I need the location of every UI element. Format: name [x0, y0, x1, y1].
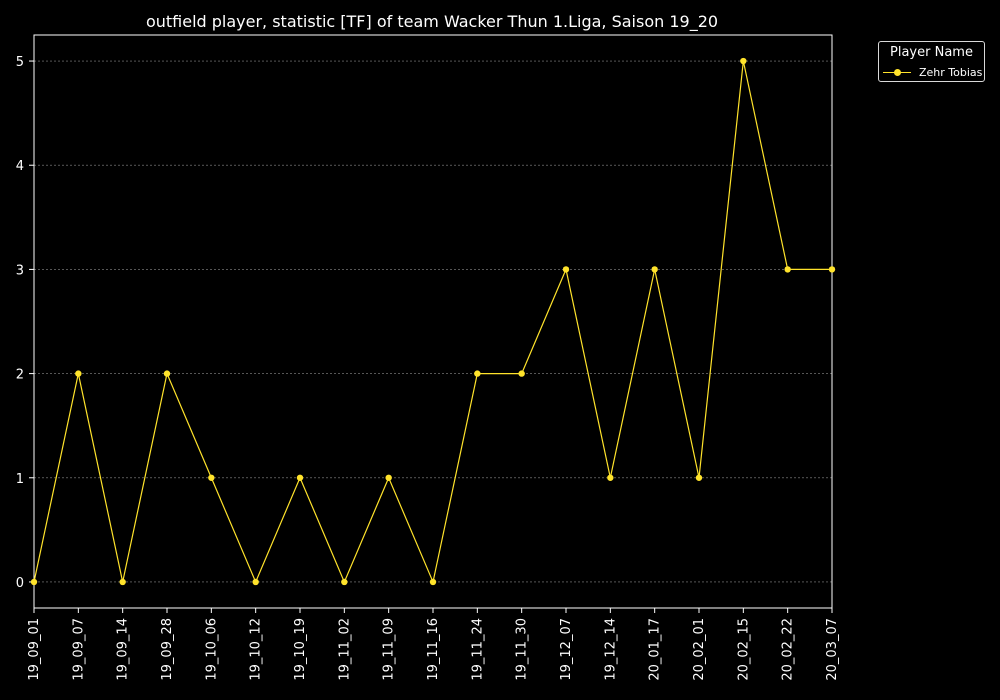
- x-tick-label: 19_09_07: [71, 618, 86, 681]
- data-point: [252, 578, 259, 586]
- data-point: [828, 266, 836, 273]
- gridlines: [34, 60, 832, 583]
- data-point: [30, 578, 38, 586]
- legend-marker-swatch: [894, 69, 901, 76]
- x-tick-label: 19_10_12: [249, 618, 264, 681]
- series-layer: [30, 57, 836, 586]
- data-point: [385, 474, 392, 481]
- series-line: [33, 60, 832, 584]
- data-point: [784, 266, 791, 273]
- data-point: [119, 578, 126, 586]
- y-tick-label: 1: [16, 472, 24, 487]
- y-tick-label: 4: [16, 159, 24, 174]
- x-tick-label: 20_02_01: [692, 618, 707, 681]
- y-tick-label: 2: [16, 368, 24, 383]
- x-tick-label: 19_11_24: [470, 618, 485, 681]
- data-point: [607, 474, 614, 481]
- x-tick-label: 19_09_14: [116, 618, 131, 681]
- data-point: [429, 578, 437, 586]
- x-tick-label: 19_12_07: [559, 618, 574, 681]
- x-tick-label: 19_11_02: [337, 618, 352, 681]
- y-tick-label: 3: [16, 263, 24, 278]
- x-tick-label: 19_09_28: [160, 618, 175, 681]
- legend-label: Zehr Tobias: [919, 66, 983, 79]
- y-tick-label: 5: [16, 55, 24, 70]
- x-tick-label: 19_09_01: [27, 618, 42, 681]
- plot-frame: [33, 34, 833, 609]
- x-tick-label: 19_11_09: [382, 618, 397, 681]
- x-tick-label: 19_11_30: [515, 618, 530, 681]
- x-tick-label: 20_02_22: [781, 618, 796, 681]
- x-tick-label: 20_02_15: [736, 618, 751, 681]
- x-tick-label: 19_12_14: [603, 618, 618, 681]
- data-point: [296, 474, 304, 481]
- chart-title: outfield player, statistic [TF] of team …: [146, 12, 718, 32]
- axes: [33, 34, 833, 609]
- x-tick-label: 19_11_16: [426, 618, 441, 681]
- x-axis-ticks: 19_09_01 19_09_07 19_09_14 19_09_28 19_10_06…: [27, 608, 840, 681]
- data-point: [341, 578, 348, 586]
- legend-title: Player Name: [890, 45, 973, 60]
- data-point: [208, 474, 215, 481]
- x-tick-label: 19_10_06: [204, 618, 219, 681]
- data-point: [562, 266, 570, 273]
- data-point: [740, 57, 747, 65]
- legend: Player Name Zehr Tobias: [878, 41, 985, 82]
- y-axis-ticks: 0 1 2 3 4 5: [16, 55, 34, 591]
- legend-item-zehr-tobias: Zehr Tobias: [883, 66, 983, 80]
- data-point: [518, 370, 525, 377]
- data-point: [474, 370, 481, 377]
- x-tick-label: 20_01_17: [648, 618, 663, 681]
- data-point: [75, 370, 82, 377]
- data-point: [163, 370, 171, 377]
- data-point: [695, 474, 703, 481]
- x-tick-label: 20_03_07: [825, 618, 840, 681]
- y-tick-label: 0: [16, 576, 24, 591]
- x-tick-label: 19_10_19: [293, 618, 308, 681]
- data-point: [651, 266, 658, 273]
